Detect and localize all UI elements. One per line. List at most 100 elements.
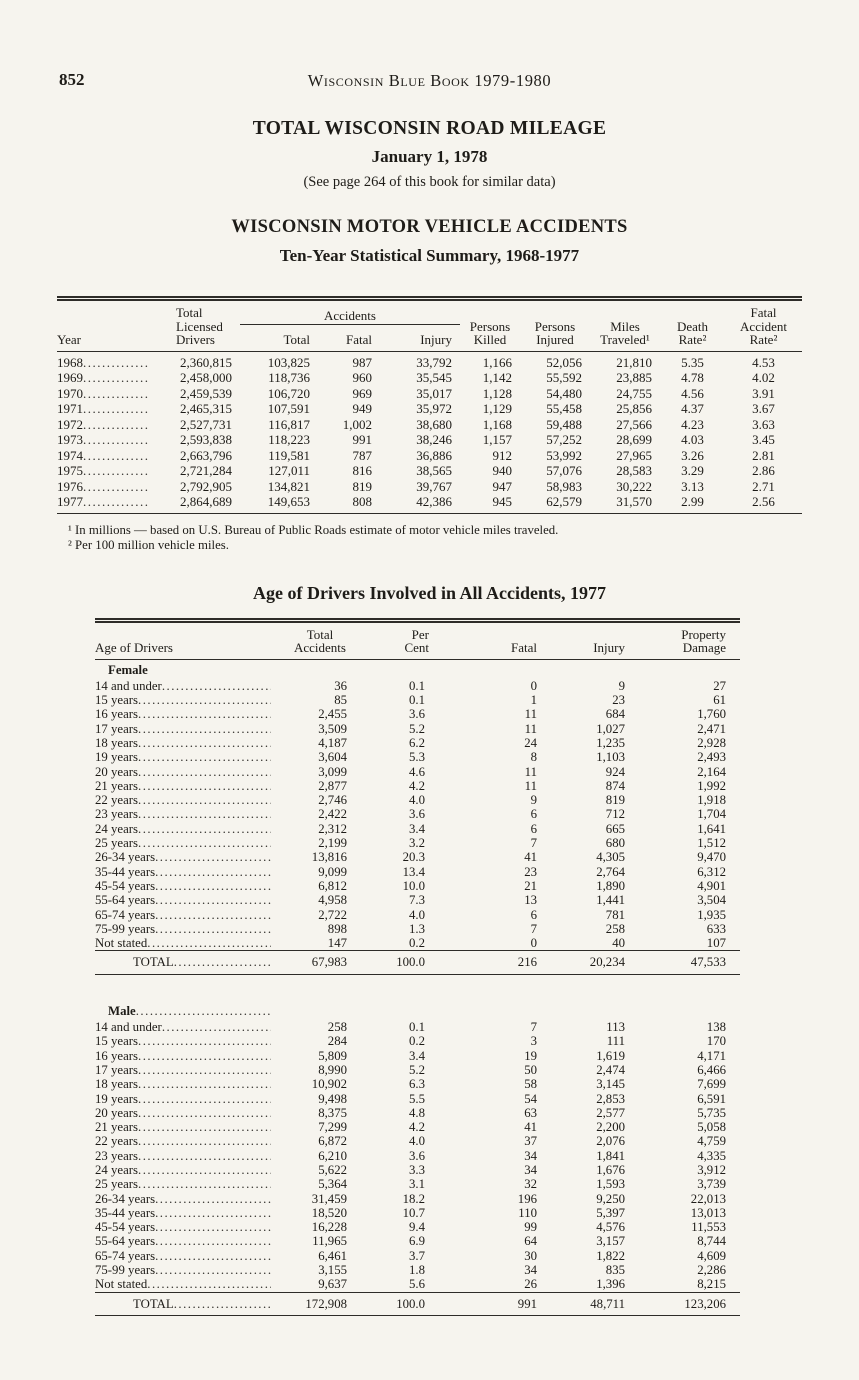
table-row: Not stated 9,637 5.6 26 1,396 8,215 [95,1277,740,1292]
table-row: 1973 2,593,838 118,223 991 38,246 1,157 57,252… [57,432,802,448]
cell: 0.2 [409,1034,425,1049]
cell: 10.0 [402,878,425,893]
cell: 4.2 [409,778,425,793]
col-header-total-accidents: Total Accidents [285,620,355,660]
cell: 11,553 [691,1220,726,1235]
cell: 6,466 [697,1062,726,1077]
cell: 987 [352,354,373,370]
cell: 991 [433,1291,545,1316]
cell: 41 [524,1120,537,1135]
age-table-header: Age of Drivers Total Accidents Per Cent … [95,620,740,660]
cell: 1,822 [596,1248,625,1263]
row-label: 1975 [57,463,170,479]
table-row: 55-64 years 11,965 6.9 64 3,157 8,744 [95,1234,740,1248]
row-label: 24 years [95,1163,285,1177]
cell: 9.4 [409,1220,425,1235]
cell: 284 [327,1034,347,1049]
table-row: 26-34 years 31,459 18.2 196 9,250 22,013 [95,1192,740,1206]
table-row: 21 years 7,299 4.2 41 2,200 5,058 [95,1120,740,1134]
dot-leader [83,386,148,402]
cell: 4.6 [409,764,425,779]
table-row: 19772,864,689149,65380842,38694562,57931… [57,494,802,514]
cell: 3.2 [409,836,425,851]
cell: 58 [524,1077,537,1092]
cell: 10.7 [402,1205,425,1220]
cell: 969 [352,385,373,401]
cell: 2,312 [318,821,347,836]
table-row: 23 years 2,422 3.6 6 712 1,704 [95,807,740,821]
total-label: TOTAL [133,955,174,970]
row-label: 21 years [95,1120,285,1134]
cell: 118,736 [268,370,310,385]
cell: 3,157 [596,1234,625,1249]
cell: 7 [530,1020,537,1035]
cell: 1,129 [482,401,512,416]
dot-leader [83,417,148,433]
cell: 684 [605,707,625,722]
cell: 991 [352,432,373,447]
table-row: 1974 2,663,796 119,581 787 36,886 912 53,992 27… [57,448,802,464]
table-row: 20 years 8,375 4.8 63 2,577 5,735 [95,1106,740,1120]
cell: 1,103 [596,750,625,765]
row-label: TOTAL [95,1291,285,1316]
table-row: 21 years 2,877 4.2 11 874 1,992 [95,779,740,793]
cell: 6,461 [318,1248,347,1263]
col-header-death-rate: Death Rate² [660,298,725,352]
male-total: TOTAL 172,908 100.0 991 48,711 123,206 [95,1291,740,1316]
row-label: 35-44 years [95,865,285,879]
cell: 34 [524,1263,537,1278]
dot-leader [138,1092,271,1106]
age-section-title: Age of Drivers Involved in All Accidents… [253,582,606,603]
cell: 9,470 [697,850,726,865]
table-row: 24 years 5,622 3.3 34 1,676 3,912 [95,1163,740,1177]
dot-leader [138,722,271,736]
row-label: 75-99 years [95,922,285,936]
row-label: 15 years [95,1034,285,1048]
cell: 116,817 [268,416,310,432]
dot-leader [138,765,271,779]
cell: 172,908 [285,1291,355,1316]
dot-leader [155,1220,271,1234]
cell: 4.0 [409,1134,425,1149]
page-number: 852 [59,70,85,89]
table-row: 1975 2,721,284 127,011 816 38,565 940 57,076 28… [57,463,802,479]
cell: 123,206 [633,1291,740,1316]
dot-leader [147,1277,271,1291]
cell: 55,458 [546,401,582,416]
cell: 5.6 [409,1277,425,1292]
cell: 2,076 [596,1134,625,1149]
cell: 1.8 [409,1263,425,1278]
cell: 835 [605,1263,625,1278]
table-row: 45-54 years 6,812 10.0 21 1,890 4,901 [95,879,740,893]
table-row: 1971 2,465,315 107,591 949 35,972 1,129 55,458… [57,401,802,417]
dot-leader [138,1049,271,1063]
row-label: 25 years [95,836,285,850]
cell: 216 [433,950,545,975]
cell: 4.37 [681,401,704,416]
dot-leader [138,836,271,850]
row-label: 55-64 years [95,893,285,907]
cell: 3,509 [318,721,347,736]
cell: 4,305 [596,850,625,865]
dot-leader [83,432,148,448]
cell: 100.0 [355,1291,433,1316]
male-section-header: Male [95,1001,740,1018]
table-row: 20 years 3,099 4.6 11 924 2,164 [95,765,740,779]
dot-leader [138,779,271,793]
cell: 4,901 [697,878,726,893]
dot-leader [155,879,271,893]
row-label: 17 years [95,1063,285,1077]
cell: 3.91 [752,385,775,401]
mileage-note: (See page 264 of this book for similar d… [303,174,556,190]
col-header-accidents-fatal: Fatal [318,324,380,352]
row-label: 1968 [57,351,170,370]
table-row: 17 years 8,990 5.2 50 2,474 6,466 [95,1063,740,1077]
total-label: TOTAL [133,1296,174,1311]
dot-leader [155,893,271,907]
row-label: 25 years [95,1177,285,1191]
cell: 13,816 [311,850,347,865]
cell: 9 [530,793,537,808]
table-row: Not stated 147 0.2 0 40 107 [95,936,740,951]
table-row: 24 years 2,312 3.4 6 665 1,641 [95,822,740,836]
